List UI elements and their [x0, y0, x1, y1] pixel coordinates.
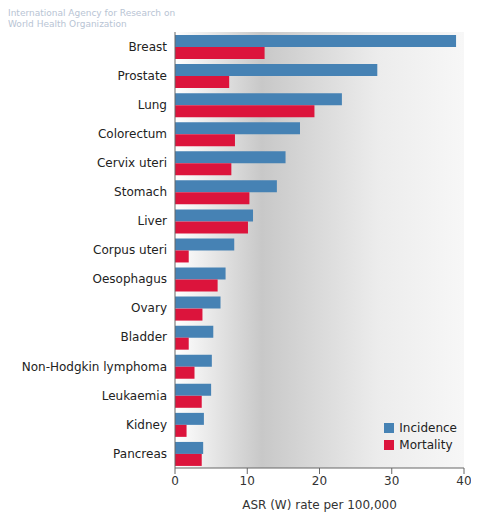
svg-text:Oesophagus: Oesophagus — [93, 272, 167, 286]
svg-text:Corpus uteri: Corpus uteri — [93, 243, 167, 257]
svg-text:10: 10 — [240, 474, 255, 488]
svg-text:0: 0 — [171, 474, 179, 488]
svg-text:Breast: Breast — [128, 40, 167, 54]
svg-text:Cervix uteri: Cervix uteri — [97, 156, 167, 170]
svg-text:20: 20 — [312, 474, 327, 488]
svg-text:ASR (W) rate per 100,000: ASR (W) rate per 100,000 — [242, 498, 397, 512]
svg-text:Bladder: Bladder — [121, 330, 168, 344]
svg-text:Liver: Liver — [138, 214, 168, 228]
html-text:World Health Organization: World Health Organization — [8, 19, 127, 29]
svg-text:Kidney: Kidney — [126, 418, 167, 432]
html-text:International Agency for Resea: International Agency for Research on — [8, 8, 176, 18]
svg-text:30: 30 — [384, 474, 399, 488]
svg-text:Pancreas: Pancreas — [113, 447, 167, 461]
svg-text:40: 40 — [456, 474, 471, 488]
svg-text:Leukaemia: Leukaemia — [102, 389, 167, 403]
svg-text:Colorectum: Colorectum — [98, 127, 167, 141]
svg-text:Prostate: Prostate — [118, 69, 167, 83]
svg-text:Non-Hodgkin lymphoma: Non-Hodgkin lymphoma — [22, 360, 167, 374]
svg-text:Lung: Lung — [138, 98, 167, 112]
svg-text:Ovary: Ovary — [131, 301, 167, 315]
svg-text:Stomach: Stomach — [114, 185, 167, 199]
html-text:Incidence: Incidence — [399, 421, 457, 435]
html-text:Mortality: Mortality — [399, 438, 453, 452]
